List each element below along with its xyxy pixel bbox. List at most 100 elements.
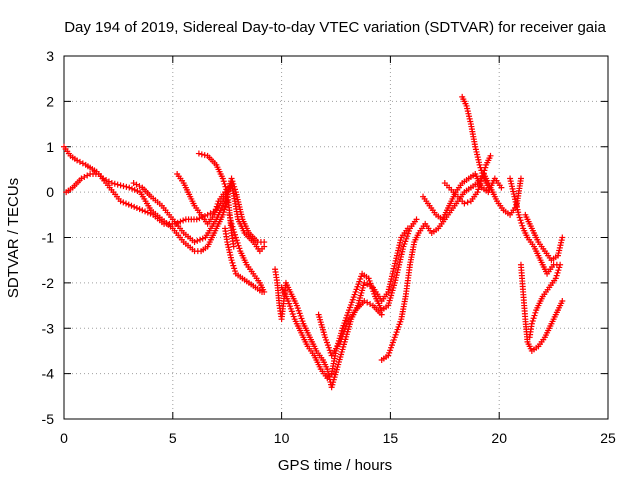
x-tick-label: 0 xyxy=(60,430,68,446)
data-point xyxy=(213,203,220,210)
data-point xyxy=(221,180,228,187)
data-point xyxy=(480,172,487,179)
data-point xyxy=(557,261,564,268)
data-point xyxy=(128,202,135,209)
data-point xyxy=(220,178,227,185)
data-point xyxy=(559,298,566,305)
data-point xyxy=(111,180,118,187)
data-point xyxy=(228,175,235,182)
data-point xyxy=(479,170,486,177)
data-point xyxy=(477,180,484,187)
data-point xyxy=(235,242,242,249)
data-point xyxy=(222,203,229,210)
data-point xyxy=(476,183,483,190)
data-point xyxy=(559,234,566,241)
data-point xyxy=(230,226,237,233)
data-point xyxy=(230,262,237,269)
data-point xyxy=(139,207,146,214)
data-point xyxy=(378,311,385,318)
data-point xyxy=(477,164,484,171)
data-point xyxy=(413,216,420,223)
data-point xyxy=(227,214,234,221)
data-point xyxy=(198,151,205,158)
data-point xyxy=(219,175,226,182)
data-point xyxy=(228,220,235,227)
data-point xyxy=(553,272,560,279)
data-point xyxy=(476,161,483,168)
axis-ticks: 0 5 10 15 20 25 -5 -4 -3 -2 -1 0 1 2 3 xyxy=(42,48,616,446)
data-point xyxy=(474,189,481,196)
data-point xyxy=(231,183,238,190)
chart-title: Day 194 of 2019, Sidereal Day-to-day VTE… xyxy=(64,19,606,36)
data-point xyxy=(555,267,562,274)
data-point xyxy=(529,317,536,324)
data-point xyxy=(515,211,522,218)
data-point xyxy=(475,186,482,193)
data-point xyxy=(131,186,138,193)
data-point xyxy=(126,184,133,191)
data-point xyxy=(517,217,524,224)
data-point xyxy=(226,211,233,218)
data-point xyxy=(236,245,243,252)
data-point xyxy=(532,309,539,316)
data-point xyxy=(530,315,537,322)
data-point xyxy=(531,312,538,319)
data-point xyxy=(131,203,138,210)
y-axis-label: SDTVAR / TECUs xyxy=(5,178,22,298)
y-tick-label: 0 xyxy=(46,184,54,200)
data-point xyxy=(259,288,266,295)
x-tick-label: 25 xyxy=(600,430,616,446)
data-point xyxy=(485,184,492,191)
data-point xyxy=(464,199,471,206)
data-point xyxy=(232,234,239,241)
data-point xyxy=(232,231,239,238)
x-tick-label: 10 xyxy=(274,430,290,446)
data-point xyxy=(230,180,237,187)
data-point xyxy=(197,236,203,243)
data-point xyxy=(125,201,132,208)
x-axis-label: GPS time / hours xyxy=(278,457,392,474)
data-point xyxy=(232,268,239,275)
data-point xyxy=(191,239,198,246)
data-point xyxy=(234,239,241,246)
data-point xyxy=(461,200,468,207)
data-point xyxy=(142,208,149,215)
data-point xyxy=(487,152,494,159)
y-tick-label: -2 xyxy=(42,275,55,291)
y-tick-label: -4 xyxy=(42,366,55,382)
data-points xyxy=(61,93,566,391)
x-tick-label: 5 xyxy=(169,430,177,446)
y-tick-label: -3 xyxy=(42,320,55,336)
data-point xyxy=(129,185,135,192)
data-point xyxy=(120,183,127,190)
data-point xyxy=(195,150,202,157)
data-point xyxy=(554,269,561,276)
data-point xyxy=(227,217,234,224)
grid-lines xyxy=(64,56,608,419)
data-point xyxy=(533,307,540,314)
data-point xyxy=(108,180,115,187)
y-tick-label: 2 xyxy=(46,93,54,109)
data-point xyxy=(199,235,206,242)
data-point xyxy=(222,183,229,190)
data-point xyxy=(123,183,130,190)
data-point xyxy=(231,229,238,236)
data-point xyxy=(516,214,523,221)
data-point xyxy=(229,178,236,185)
data-point xyxy=(228,257,235,264)
data-point xyxy=(196,215,203,222)
data-point xyxy=(478,167,485,174)
y-tick-label: -5 xyxy=(42,411,55,427)
data-point xyxy=(229,259,236,266)
data-point xyxy=(211,211,218,218)
data-point xyxy=(147,210,154,217)
data-point xyxy=(214,200,221,207)
x-tick-label: 20 xyxy=(491,430,507,446)
data-point xyxy=(223,186,230,193)
y-tick-label: 1 xyxy=(46,139,54,155)
data-point xyxy=(180,217,187,224)
data-point xyxy=(136,206,143,213)
data-point xyxy=(519,222,526,229)
data-point xyxy=(556,264,563,271)
